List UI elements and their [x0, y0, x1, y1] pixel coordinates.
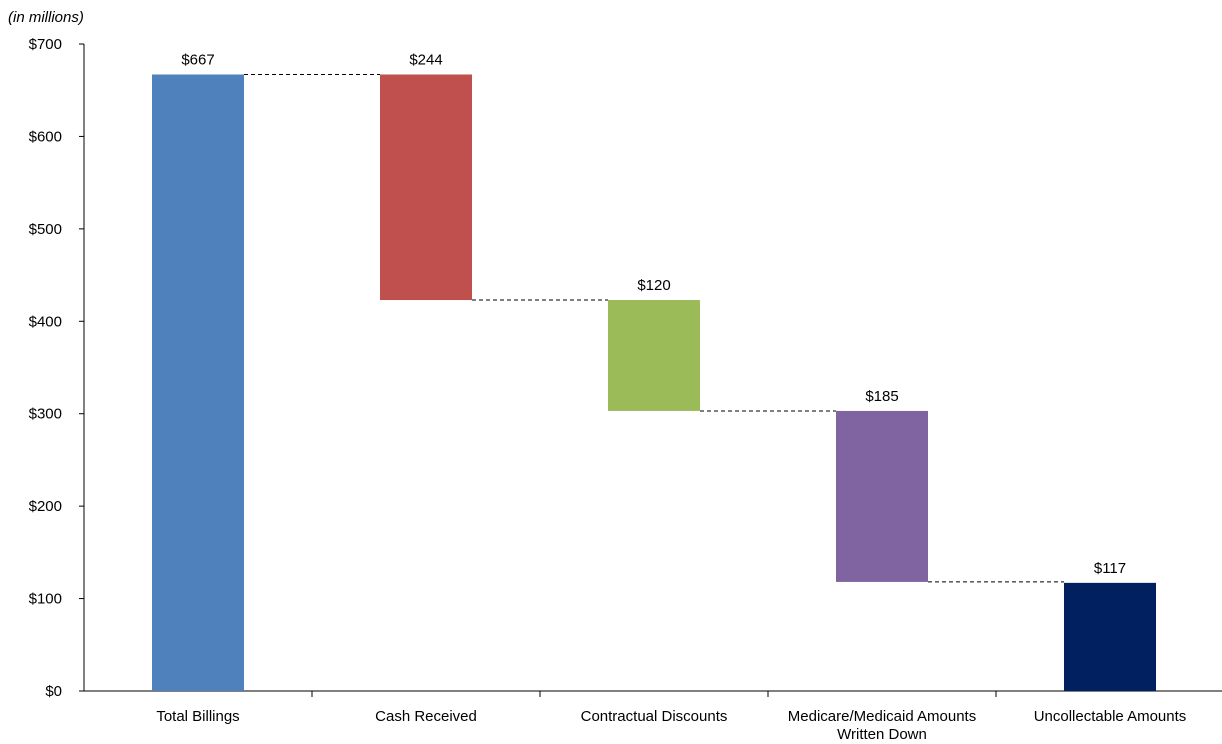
data-label: $117	[1094, 560, 1126, 577]
data-label: $185	[865, 388, 898, 405]
x-tick-label: Medicare/Medicaid Amounts	[788, 708, 976, 725]
connector-lines	[244, 74, 1064, 583]
x-tick-label: Total Billings	[156, 708, 239, 725]
x-tick-label: Contractual Discounts	[581, 708, 728, 725]
x-tick-label: Uncollectable Amounts	[1034, 708, 1187, 725]
data-labels: $667 $244 $120 $185 $117	[181, 52, 1126, 577]
bar-2	[608, 300, 700, 411]
unit-note: (in millions)	[8, 9, 84, 26]
bar-0	[152, 74, 244, 692]
data-label: $120	[637, 277, 670, 294]
y-tick-label: $200	[29, 498, 62, 515]
y-tick-label: $100	[29, 591, 62, 608]
data-label: $244	[409, 52, 442, 69]
bars	[152, 74, 1156, 692]
y-tick-label: $700	[29, 36, 62, 53]
y-tick-label: $600	[29, 128, 62, 145]
data-label: $667	[181, 52, 214, 69]
bar-3	[836, 410, 928, 582]
y-tick-label: $300	[29, 406, 62, 423]
axes: $0 $100 $200 $300 $400 $500 $600 $700 Total Bill…	[29, 36, 1222, 743]
y-tick-label: $0	[45, 683, 62, 700]
bar-4	[1064, 582, 1156, 691]
x-tick-label: Written Down	[837, 726, 927, 743]
y-tick-label: $400	[29, 313, 62, 330]
x-tick-label: Cash Received	[375, 708, 477, 725]
y-tick-label: $500	[29, 221, 62, 238]
bar-1	[380, 74, 472, 301]
